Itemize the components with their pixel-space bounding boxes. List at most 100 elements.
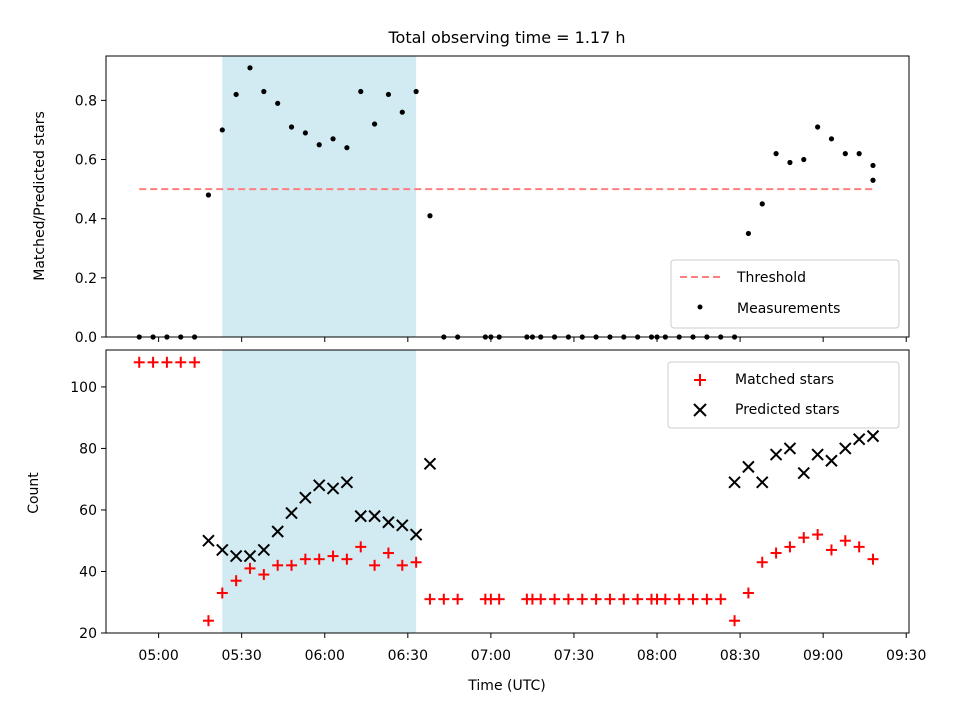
matched-star-point — [410, 556, 422, 568]
top-legend: Threshold Measurements — [670, 259, 900, 329]
bottom-shaded-region — [222, 350, 417, 633]
matched-star-point — [590, 593, 602, 605]
matched-star-point — [549, 593, 561, 605]
predicted-star-stroke — [839, 442, 852, 455]
matched-star-point — [452, 593, 464, 605]
predicted-star-point — [354, 509, 367, 523]
threshold-legend-label: Threshold — [736, 270, 806, 286]
predicted-star-stroke — [811, 448, 824, 461]
matched-star-point — [701, 593, 713, 605]
predicted-star-point — [852, 432, 866, 446]
matched-stars-points — [133, 356, 879, 627]
predicted-star-point — [326, 482, 340, 495]
predicted-star-point — [299, 491, 312, 504]
matched-star-point — [715, 593, 727, 605]
matched-star-point — [202, 615, 214, 627]
measurement-point — [275, 100, 281, 106]
matched-star-point — [535, 593, 547, 605]
bottom-y-axis-label: Count — [26, 472, 42, 514]
top-panel: 0.0 0.2 0.4 0.6 0.8 Total observing time = 1… — [32, 28, 910, 346]
top-y-tick-label: 0.8 — [75, 93, 97, 109]
x-tick-label: 05:30 — [221, 648, 261, 664]
measurements-legend-label: Measurements — [737, 301, 840, 317]
x-tick-label: 06:00 — [305, 648, 345, 664]
measurement-point — [745, 230, 752, 237]
measurement-point — [371, 121, 378, 127]
predicted-legend-label: Predicted stars — [735, 402, 840, 418]
x-tick-label: 05:00 — [138, 648, 178, 664]
measurement-point — [787, 159, 793, 166]
predicted-star-stroke — [825, 454, 838, 467]
predicted-star-stroke — [783, 442, 797, 455]
x-tick-label: 07:30 — [554, 648, 594, 664]
predicted-star-point — [257, 543, 271, 557]
top-shaded-region — [222, 56, 417, 337]
predicted-star-stroke — [354, 509, 367, 523]
top-y-ticks: 0.0 0.2 0.4 0.6 0.8 — [75, 93, 106, 346]
matched-star-point — [272, 559, 284, 571]
x-tick-label: 06:30 — [388, 648, 428, 664]
matched-star-point — [244, 562, 256, 574]
predicted-star-point — [340, 476, 354, 489]
predicted-star-stroke — [742, 460, 755, 474]
x-tick-label: 09:30 — [886, 648, 926, 664]
measurement-point — [773, 151, 779, 157]
matched-star-point — [839, 535, 851, 547]
matched-star-point — [161, 356, 173, 368]
matched-star-point — [798, 532, 810, 544]
predicted-star-point — [202, 534, 215, 547]
x-tick-label: 08:00 — [637, 648, 677, 664]
predicted-star-stroke — [313, 479, 326, 492]
predicted-star-point — [243, 549, 257, 563]
predicted-star-point — [409, 528, 423, 541]
predicted-star-stroke — [299, 491, 312, 504]
bottom-legend: Matched stars Predicted stars — [667, 361, 900, 429]
measurement-point — [870, 177, 876, 183]
matched-star-point — [286, 559, 298, 571]
predicted-star-point — [423, 457, 437, 471]
measurement-point — [385, 91, 392, 98]
predicted-star-point — [229, 549, 243, 563]
matched-star-point — [355, 541, 367, 553]
matched-star-point — [396, 559, 408, 571]
matched-star-point — [673, 593, 685, 605]
measurement-point — [815, 124, 821, 130]
predicted-star-stroke — [728, 476, 741, 489]
top-y-tick-label: 0.2 — [75, 271, 97, 287]
predicted-star-stroke — [423, 457, 437, 471]
predicted-star-point — [396, 519, 409, 532]
predicted-star-stroke — [243, 549, 257, 563]
measurement-point — [870, 162, 876, 169]
top-y-axis-label: Matched/Predicted stars — [32, 111, 48, 281]
predicted-stars-points — [202, 429, 880, 563]
x-tick-label: 07:00 — [471, 648, 511, 664]
predicted-star-point — [797, 466, 810, 480]
predicted-star-stroke — [797, 466, 810, 480]
predicted-star-stroke — [382, 516, 395, 529]
predicted-star-stroke — [340, 476, 354, 489]
predicted-star-point — [756, 476, 769, 489]
chart-title: Total observing time = 1.17 h — [387, 28, 625, 47]
matched-star-point — [812, 529, 824, 541]
matched-star-point — [175, 356, 187, 368]
bottom-y-tick-label: 100 — [70, 380, 97, 396]
predicted-star-stroke — [852, 432, 866, 446]
predicted-star-stroke — [285, 506, 298, 520]
measurement-point — [219, 127, 225, 133]
bottom-y-ticks: 20 40 60 80 100 — [70, 380, 106, 642]
measurement-point — [413, 88, 419, 95]
matched-star-point — [632, 593, 644, 605]
predicted-legend-swatch — [693, 403, 707, 417]
measurement-point — [828, 136, 835, 142]
predicted-star-stroke — [769, 448, 783, 461]
predicted-star-point — [866, 429, 880, 443]
matched-star-point — [147, 356, 159, 368]
matched-star-point — [438, 593, 450, 605]
measurements-legend-swatch — [697, 304, 703, 310]
predicted-star-point — [811, 448, 824, 461]
matched-star-point — [687, 593, 699, 605]
matched-star-point — [133, 356, 145, 368]
matched-star-point — [327, 550, 339, 562]
matched-star-point — [742, 587, 754, 599]
